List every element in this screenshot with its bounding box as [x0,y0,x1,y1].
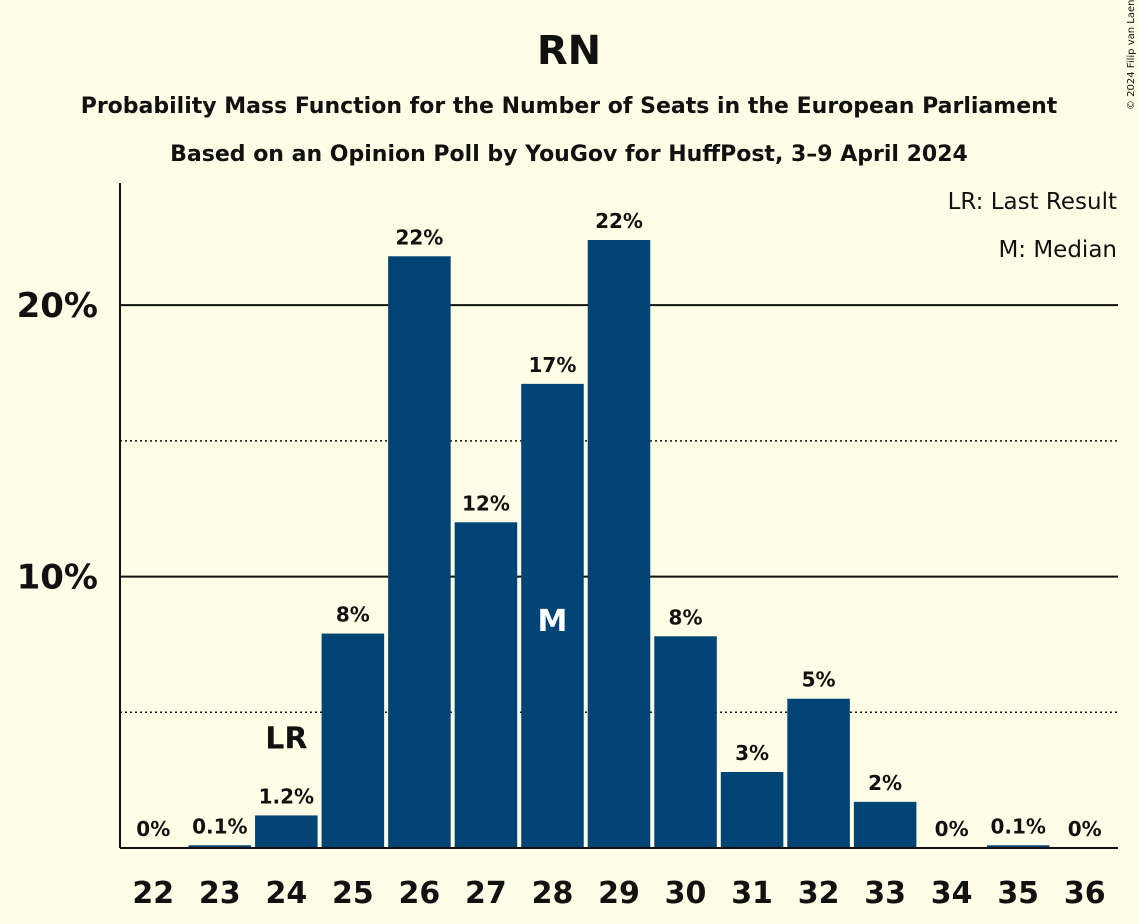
data-label: 12% [462,491,510,515]
y-tick-label: 20% [17,286,98,326]
bar [388,256,451,848]
bar [986,845,1050,848]
data-label: 8% [669,605,703,629]
bar [787,698,850,848]
bars [188,240,1050,848]
data-label: 5% [802,668,836,692]
bar [188,845,252,848]
x-tick-label: 36 [1064,876,1106,911]
data-label: 22% [395,225,443,249]
bar [321,633,385,848]
axes [119,183,1118,849]
data-label: 1.2% [259,784,314,808]
bar [720,772,784,848]
gridlines: 10% 20% [17,286,1118,714]
data-labels: 0% 22 0.1% 23 1.2% 24 LR 8% 25 22% 26 12% 27 17% 28 M 22… [132,209,1105,911]
bar [654,636,717,848]
chart-title: RN [537,28,601,74]
x-tick-label: 32 [798,876,840,911]
data-label: 17% [529,353,577,377]
y-tick-label: 10% [17,558,98,598]
median-marker: M [538,604,568,639]
x-tick-label: 31 [731,876,773,911]
x-tick-label: 33 [864,876,906,911]
bar [853,801,917,848]
x-tick-label: 22 [132,876,174,911]
last-result-marker: LR [265,721,307,756]
x-tick-label: 23 [199,876,241,911]
bar [587,240,651,848]
x-tick-label: 29 [598,876,640,911]
x-tick-label: 24 [265,876,307,911]
bar [521,383,584,848]
data-label: 0% [1068,817,1102,841]
chart-source: Based on an Opinion Poll by YouGov for H… [170,142,968,167]
copyright-text: © 2024 Filip van Laenen [1126,0,1137,110]
x-tick-label: 25 [332,876,374,911]
x-tick-label: 27 [465,876,507,911]
legend-last-result: LR: Last Result [948,189,1117,215]
data-label: 0.1% [192,814,247,838]
x-tick-label: 26 [399,876,441,911]
x-tick-label: 34 [931,876,973,911]
legend-median: M: Median [998,237,1117,263]
data-label: 0% [136,817,170,841]
data-label: 8% [336,603,370,627]
data-label: 0.1% [990,814,1045,838]
bar [255,815,318,848]
data-label: 0% [935,817,969,841]
data-label: 2% [868,771,902,795]
x-tick-label: 30 [665,876,707,911]
bar [454,522,518,848]
chart-subtitle: Probability Mass Function for the Number… [81,94,1058,119]
data-label: 22% [595,209,643,233]
data-label: 3% [735,741,769,765]
x-tick-label: 28 [532,876,574,911]
x-tick-label: 35 [997,876,1039,911]
